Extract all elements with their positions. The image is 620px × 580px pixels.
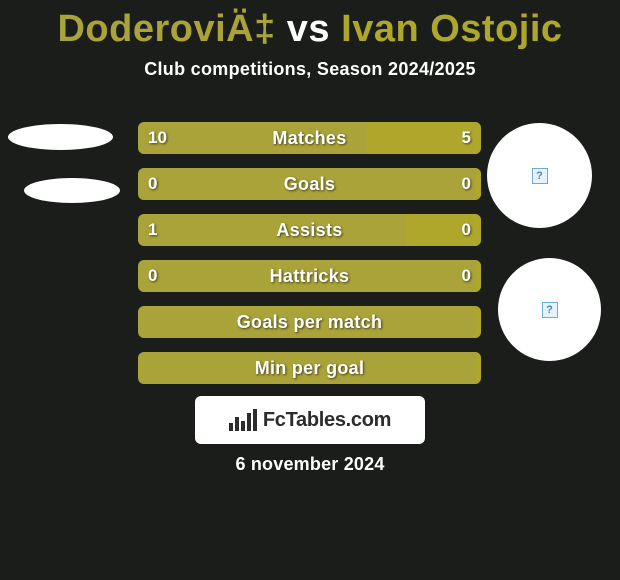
stat-bar: Matches10 5 [138,122,481,154]
placeholder-icon: ? [542,302,558,318]
stat-value-right: 5 [452,122,481,154]
stat-label: Goals per match [138,306,481,338]
stat-value-left: 0 [138,168,167,200]
branding-text: FcTables.com [263,409,391,432]
fctables-logo-icon [229,409,257,431]
decor-ellipse [8,124,113,150]
stat-value-left: 0 [138,260,167,292]
decor-ellipse [24,178,120,203]
placeholder-icon: ? [532,168,548,184]
stat-value-right: 0 [452,168,481,200]
stats-chart: Matches105Goals00Assists10Hattricks00Goa… [138,122,481,398]
subtitle: Club competitions, Season 2024/2025 [0,59,620,80]
date-text: 6 november 2024 [0,454,620,475]
stat-bar: Hattricks0 0 [138,260,481,292]
stat-value-left: 10 [138,122,177,154]
branding-badge: FcTables.com [195,396,425,444]
club-logo-slot: ? [498,258,601,361]
club-logo-slot: ? [487,123,592,228]
stat-bar: Goals0 0 [138,168,481,200]
stat-label: Matches [138,122,481,154]
comparison-title: DoderoviÄ‡ vs Ivan Ostojic [0,0,620,51]
stat-label: Goals [138,168,481,200]
stat-value-left: 1 [138,214,167,246]
stat-bar: Assists1 0 [138,214,481,246]
stat-label: Assists [138,214,481,246]
player2-name: Ivan Ostojic [341,8,562,50]
stat-label: Hattricks [138,260,481,292]
vs-text: vs [287,8,330,50]
player1-name: DoderoviÄ‡ [57,8,275,50]
stat-bar: Goals per match [138,306,481,338]
stat-value-right: 0 [452,260,481,292]
stat-label: Min per goal [138,352,481,384]
stat-bar: Min per goal [138,352,481,384]
stat-value-right: 0 [452,214,481,246]
